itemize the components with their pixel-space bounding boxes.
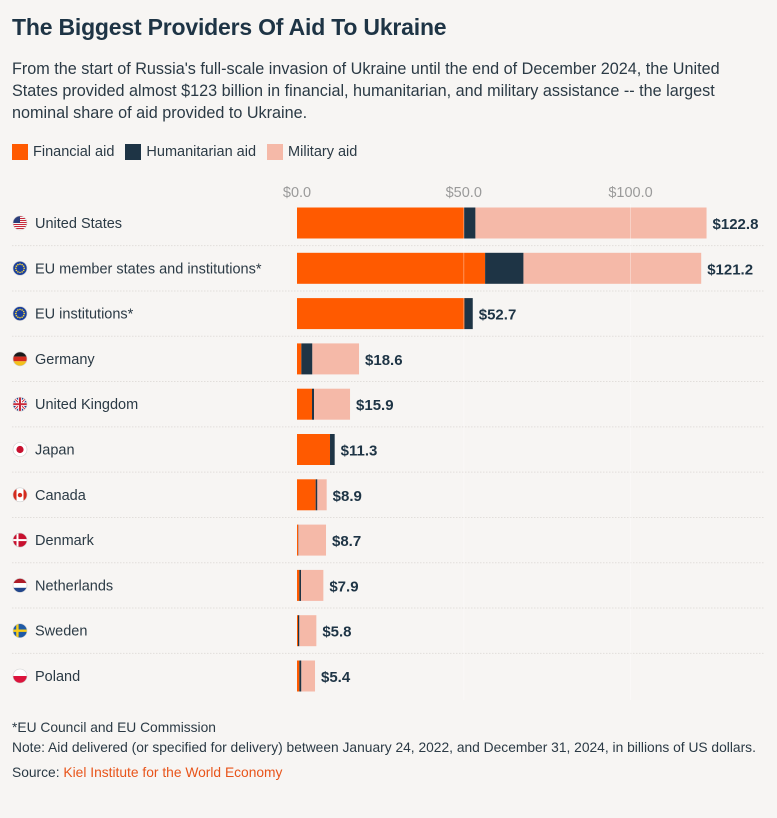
source-link[interactable]: Kiel Institute for the World Economy <box>63 765 283 780</box>
bar-financial <box>297 434 331 465</box>
bar-humanitarian <box>485 252 524 284</box>
legend-item-financial: Financial aid <box>12 144 114 160</box>
flag-icon-us <box>12 215 28 231</box>
total-label: $52.7 <box>479 307 517 324</box>
bar-financial <box>297 524 299 556</box>
flag-icon-pl <box>12 668 28 684</box>
chart-footer: *EU Council and EU Commission Note: Aid … <box>12 718 764 783</box>
bar-military <box>298 524 327 556</box>
category-label: EU member states and institutions* <box>35 261 262 277</box>
bar-humanitarian <box>299 660 302 692</box>
total-label: $5.4 <box>321 669 351 686</box>
footnote: *EU Council and EU Commission <box>12 720 216 735</box>
category-label: Netherlands <box>35 578 113 594</box>
bar-military <box>314 388 351 420</box>
total-label: $5.8 <box>322 624 351 641</box>
bar-humanitarian <box>299 569 302 601</box>
flag-icon-eu <box>12 306 28 321</box>
category-label: EU institutions* <box>35 307 134 323</box>
flag-icon-se <box>12 623 28 639</box>
source-label: Source: <box>12 765 64 780</box>
category-label: Germany <box>35 352 95 368</box>
legend-item-humanitarian: Humanitarian aid <box>125 144 256 160</box>
category-label: Sweden <box>35 624 87 640</box>
total-label: $122.8 <box>713 216 759 233</box>
legend: Financial aid Humanitarian aid Military … <box>12 144 357 160</box>
bar-military <box>301 569 324 601</box>
bar-financial <box>297 207 465 239</box>
bar-financial <box>297 660 300 692</box>
legend-label-military: Military aid <box>288 144 358 160</box>
category-label: United States <box>35 216 122 232</box>
legend-swatch-humanitarian <box>125 144 142 160</box>
chart-title: The Biggest Providers Of Aid To Ukraine <box>12 14 447 40</box>
legend-swatch-military <box>267 144 284 160</box>
total-label: $7.9 <box>329 578 358 595</box>
category-label: Poland <box>35 669 80 685</box>
category-label: Denmark <box>35 533 95 549</box>
bar-military <box>475 207 707 239</box>
total-label: $15.9 <box>356 397 394 414</box>
bar-humanitarian <box>464 207 476 239</box>
bar-financial <box>297 252 486 284</box>
bar-financial <box>297 388 313 420</box>
legend-label-humanitarian: Humanitarian aid <box>146 144 257 160</box>
bar-military <box>312 343 360 375</box>
category-label: Canada <box>35 488 87 504</box>
note: Note: Aid delivered (or specified for de… <box>12 740 756 755</box>
flag-icon-eu <box>12 260 28 276</box>
total-label: $121.2 <box>707 261 753 278</box>
bar-humanitarian <box>315 479 318 511</box>
total-label: $8.9 <box>333 488 362 505</box>
source-line: Source: Kiel Institute for the World Eco… <box>12 763 764 783</box>
legend-item-military: Military aid <box>267 144 357 160</box>
bar-financial <box>297 298 465 330</box>
bar-financial <box>297 479 316 511</box>
bar-humanitarian <box>464 298 473 330</box>
bar-financial <box>297 343 302 375</box>
bar-military <box>301 660 316 692</box>
bar-humanitarian <box>301 343 313 375</box>
flag-icon-dk <box>12 532 28 548</box>
bar-humanitarian <box>330 434 335 465</box>
total-label: $18.6 <box>365 352 403 369</box>
flag-icon-nl <box>12 578 28 593</box>
total-label: $8.7 <box>332 533 361 550</box>
flag-icon-jp <box>12 442 28 457</box>
bar-military <box>523 252 702 284</box>
bar-humanitarian <box>312 388 315 420</box>
flag-icon-gb <box>12 396 28 412</box>
legend-label-financial: Financial aid <box>33 144 115 160</box>
bar-financial <box>297 615 299 647</box>
total-label: $11.3 <box>341 443 378 460</box>
bar-humanitarian <box>298 615 300 647</box>
x-tick-label: $50.0 <box>446 185 482 201</box>
bar-financial <box>297 569 300 601</box>
category-label: United Kingdom <box>35 397 138 413</box>
x-tick-label: $0.0 <box>283 185 311 201</box>
bar-military <box>299 615 317 647</box>
legend-swatch-financial <box>12 144 28 160</box>
chart-subtitle: From the start of Russia's full-scale in… <box>12 60 720 122</box>
flag-icon-ca <box>12 487 28 503</box>
flag-icon-de <box>12 351 28 367</box>
category-label: Japan <box>35 443 75 459</box>
x-tick-label: $100.0 <box>608 185 652 201</box>
bar-military <box>317 479 327 511</box>
